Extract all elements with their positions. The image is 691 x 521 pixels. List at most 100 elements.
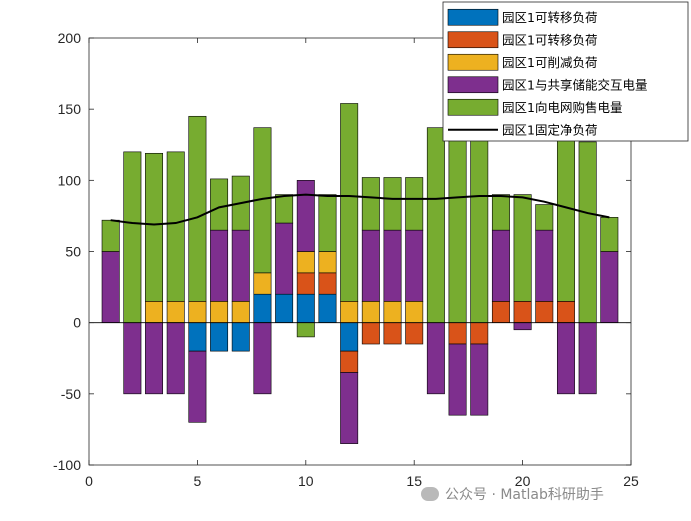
- bar-segment-s4-x10: [296, 180, 315, 252]
- watermark-text: 公众号 · Matlab科研助手: [445, 487, 604, 503]
- bar-segment-s1-x11: [318, 293, 337, 323]
- bar-segment-s4-x17: [448, 343, 467, 416]
- bar-segment-s2-x11: [318, 272, 337, 295]
- bar-segment-s5-x16: [426, 127, 445, 323]
- legend-label-2: 园区1可转移负荷: [502, 32, 597, 47]
- bar-segment-s4-x24: [600, 251, 619, 323]
- bar-segment-s1-x7: [231, 322, 250, 352]
- x-tick-label-20: 20: [515, 473, 531, 489]
- bar-segment-s5-x14: [383, 177, 402, 231]
- bar-segment-s4-x4: [166, 322, 185, 395]
- bar-segment-s3-x13: [361, 301, 380, 323]
- bar-segment-s2-x15: [405, 322, 424, 345]
- bar-segment-s2-x18: [470, 322, 489, 345]
- bar-segment-s5-x19: [491, 194, 510, 231]
- legend-swatch-3: [447, 53, 499, 71]
- legend-label-4: 园区1与共享储能交互电量: [502, 77, 647, 92]
- bar-segment-s1-x9: [275, 293, 294, 323]
- bar-segment-s3-x6: [210, 301, 229, 323]
- bar-segment-s5-x23: [578, 141, 597, 323]
- bar-segment-s4-x14: [383, 229, 402, 302]
- bar-segment-s5-x21: [535, 204, 554, 231]
- bar-segment-s5-x1: [101, 219, 120, 252]
- bar-segment-s4-x18: [470, 343, 489, 416]
- bar-segment-s2-x14: [383, 322, 402, 345]
- bar-segment-s5-x2: [123, 151, 142, 323]
- bar-segment-s3-x11: [318, 251, 337, 274]
- bar-segment-s2-x12: [340, 350, 359, 373]
- bar-segment-s5-x10: [296, 322, 315, 338]
- legend-label-1: 园区1可转移负荷: [502, 10, 597, 25]
- bar-segment-s4-x19: [491, 229, 510, 302]
- bar-segment-s3-x3: [145, 301, 164, 323]
- bar-segment-s1-x8: [253, 293, 272, 323]
- axes: 0 5 10 15 20 25 -100 -50 0 50 100 150 200: [53, 30, 639, 489]
- x-tick-label-10: 10: [298, 473, 314, 489]
- bar-segment-s1-x10: [296, 293, 315, 323]
- bar-segment-s5-x5: [188, 115, 207, 302]
- y-tick-label-50: 50: [65, 244, 81, 260]
- bar-segment-s2-x22: [556, 301, 575, 323]
- bar-segment-s5-x18: [470, 125, 489, 323]
- bar-segment-s2-x21: [535, 301, 554, 323]
- fixed-net-load-line: [110, 193, 610, 226]
- bar-segment-s5-x11: [318, 194, 337, 252]
- bar-segment-s3-x7: [231, 301, 250, 323]
- bar-segment-s5-x13: [361, 177, 380, 231]
- x-tick-label-5: 5: [194, 473, 202, 489]
- bar-segment-s3-x15: [405, 301, 424, 323]
- bar-segment-s4-x20: [513, 322, 532, 331]
- bar-segment-s5-x20: [513, 194, 532, 302]
- bar-segment-s2-x17: [448, 322, 467, 345]
- bar-segment-s4-x3: [145, 322, 164, 395]
- legend: 园区1可转移负荷园区1可转移负荷园区1可削减负荷园区1与共享储能交互电量园区1向…: [442, 1, 689, 142]
- bar-segment-s4-x12: [340, 372, 359, 444]
- bar-segment-s3-x14: [383, 301, 402, 323]
- bar-segment-s1-x12: [340, 322, 359, 352]
- bar-segment-s3-x8: [253, 272, 272, 295]
- bar-segment-s1-x5: [188, 322, 207, 352]
- bar-segment-s3-x10: [296, 251, 315, 274]
- legend-swatch-4: [447, 76, 499, 94]
- legend-label-6: 园区1固定净负荷: [502, 122, 597, 137]
- wechat-icon: [421, 487, 439, 501]
- bar-segment-s3-x12: [340, 301, 359, 323]
- bar-segment-s4-x23: [578, 322, 597, 395]
- legend-label-5: 园区1向电网购售电量: [502, 100, 622, 115]
- bar-segment-s4-x21: [535, 229, 554, 302]
- bar-segment-s5-x6: [210, 178, 229, 231]
- bar-segment-s4-x22: [556, 322, 575, 395]
- bar-segment-s1-x6: [210, 322, 229, 352]
- bar-segment-s4-x2: [123, 322, 142, 395]
- x-tick-label-25: 25: [623, 473, 639, 489]
- bar-segment-s2-x20: [513, 301, 532, 323]
- bar-segment-s2-x13: [361, 322, 380, 345]
- bar-segment-s5-x24: [600, 217, 619, 252]
- bar-segment-s4-x8: [253, 322, 272, 395]
- x-tick-label-15: 15: [406, 473, 422, 489]
- y-tick-label-100: 100: [58, 172, 82, 188]
- legend-swatch-5: [447, 98, 499, 116]
- x-tick-label-0: 0: [85, 473, 93, 489]
- y-tick-label--50: -50: [61, 386, 81, 402]
- bar-segment-s4-x7: [231, 229, 250, 302]
- bar-segment-s3-x4: [166, 301, 185, 323]
- bar-segment-s5-x4: [166, 151, 185, 302]
- bar-segment-s5-x12: [340, 103, 359, 302]
- y-tick-label-0: 0: [73, 315, 81, 331]
- plot-area: [89, 103, 631, 444]
- y-tick-label-150: 150: [58, 101, 82, 117]
- bar-segment-s5-x17: [448, 123, 467, 323]
- bar-segment-s5-x22: [556, 134, 575, 302]
- legend-label-3: 园区1可削减负荷: [502, 55, 597, 70]
- bar-segment-s2-x19: [491, 301, 510, 323]
- bar-segment-s4-x1: [101, 251, 120, 323]
- bar-segment-s4-x15: [405, 229, 424, 302]
- bar-segment-s2-x10: [296, 272, 315, 295]
- bar-segment-s5-x9: [275, 194, 294, 224]
- y-tick-label--100: -100: [53, 457, 81, 473]
- bar-segment-s4-x13: [361, 229, 380, 302]
- bar-segment-s4-x9: [275, 222, 294, 295]
- legend-swatch-1: [447, 8, 499, 26]
